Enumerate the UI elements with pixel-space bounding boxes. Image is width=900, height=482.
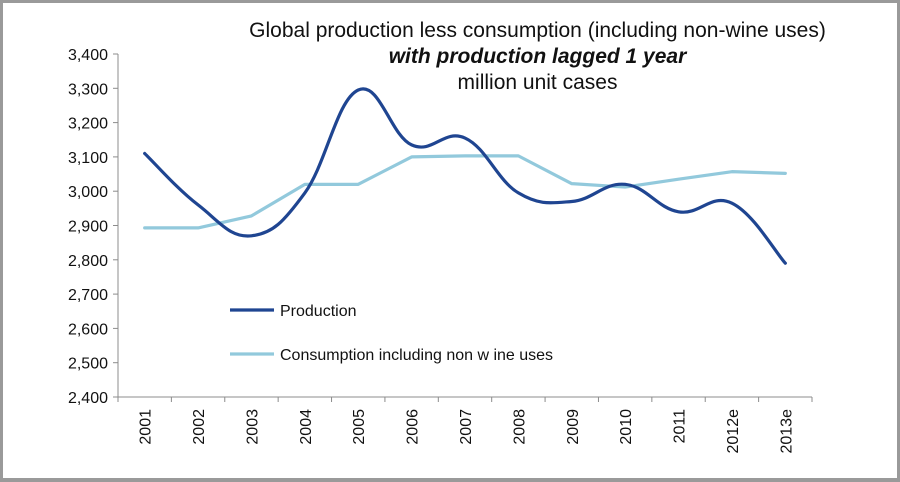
x-tick-label: 2007 xyxy=(458,409,475,445)
x-tick-label: 2006 xyxy=(405,409,422,445)
y-tick-label: 3,300 xyxy=(68,81,108,98)
x-tick-label: 2008 xyxy=(511,409,528,445)
chart-units-label: million unit cases xyxy=(457,71,618,94)
chart-subtitle: with production lagged 1 year xyxy=(388,45,687,68)
y-tick-label: 2,900 xyxy=(68,219,108,236)
series-line-consumption xyxy=(143,154,787,230)
x-tick-label: 2001 xyxy=(138,409,155,445)
series-line-production xyxy=(143,87,787,265)
y-tick-label: 2,400 xyxy=(68,390,108,407)
y-tick-label: 3,000 xyxy=(68,184,108,201)
legend-label: Production xyxy=(280,303,357,320)
axes: 2,400 2,500 2,600 2,700 2,800 2,900 3,000 3,100… xyxy=(68,47,813,454)
y-tick-label: 2,500 xyxy=(68,356,108,373)
x-tick-label: 2005 xyxy=(351,409,368,445)
x-tick-label: 2002 xyxy=(191,409,208,445)
x-tick-label: 2004 xyxy=(298,409,315,445)
x-tick-label: 2003 xyxy=(244,409,261,445)
y-tick-label: 3,200 xyxy=(68,116,108,133)
x-tick-label: 2011 xyxy=(672,409,689,444)
chart-title-block: Global production less consumption (incl… xyxy=(180,18,895,96)
y-tick-label: 3,100 xyxy=(68,150,108,167)
x-tick-label: 2013e xyxy=(778,409,795,454)
x-tick-label: 2009 xyxy=(565,409,582,445)
y-tick-label: 2,700 xyxy=(68,287,108,304)
y-tick-label: 2,600 xyxy=(68,321,108,338)
legend: Production Consumption including non w in… xyxy=(230,303,553,364)
x-tick-label: 2010 xyxy=(618,409,635,445)
y-tick-label: 2,800 xyxy=(68,253,108,270)
series-layer xyxy=(143,87,787,265)
y-tick-label: 3,400 xyxy=(68,47,108,64)
x-tick-label: 2012e xyxy=(725,409,742,454)
legend-label: Consumption including non w ine uses xyxy=(280,347,553,364)
chart-title: Global production less consumption (incl… xyxy=(249,19,826,42)
